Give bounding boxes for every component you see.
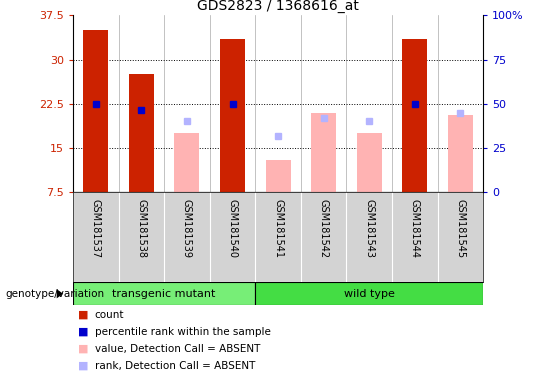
Bar xyxy=(220,39,245,192)
Title: GDS2823 / 1368616_at: GDS2823 / 1368616_at xyxy=(197,0,359,13)
Bar xyxy=(357,133,382,192)
Bar xyxy=(402,39,428,192)
Text: transgenic mutant: transgenic mutant xyxy=(112,289,216,299)
Text: count: count xyxy=(94,310,124,320)
Text: GSM181540: GSM181540 xyxy=(227,199,238,258)
Text: ■: ■ xyxy=(78,344,89,354)
Bar xyxy=(266,160,291,192)
Polygon shape xyxy=(57,289,63,298)
Text: ■: ■ xyxy=(78,361,89,371)
Text: value, Detection Call = ABSENT: value, Detection Call = ABSENT xyxy=(94,344,260,354)
Text: ■: ■ xyxy=(78,310,89,320)
Text: GSM181538: GSM181538 xyxy=(136,199,146,258)
Text: GSM181539: GSM181539 xyxy=(182,199,192,258)
Bar xyxy=(83,30,108,192)
Text: GSM181541: GSM181541 xyxy=(273,199,283,258)
Text: GSM181542: GSM181542 xyxy=(319,199,329,258)
Text: rank, Detection Call = ABSENT: rank, Detection Call = ABSENT xyxy=(94,361,255,371)
Bar xyxy=(73,282,255,305)
Text: GSM181544: GSM181544 xyxy=(410,199,420,258)
Bar xyxy=(311,113,336,192)
Text: GSM181543: GSM181543 xyxy=(364,199,374,258)
Text: wild type: wild type xyxy=(344,289,395,299)
Bar xyxy=(174,133,199,192)
Text: GSM181537: GSM181537 xyxy=(91,199,100,258)
Bar xyxy=(129,74,154,192)
Text: genotype/variation: genotype/variation xyxy=(5,289,105,299)
Bar xyxy=(448,116,473,192)
Text: ■: ■ xyxy=(78,327,89,337)
Text: percentile rank within the sample: percentile rank within the sample xyxy=(94,327,271,337)
Text: GSM181545: GSM181545 xyxy=(456,199,465,258)
Bar xyxy=(255,282,483,305)
